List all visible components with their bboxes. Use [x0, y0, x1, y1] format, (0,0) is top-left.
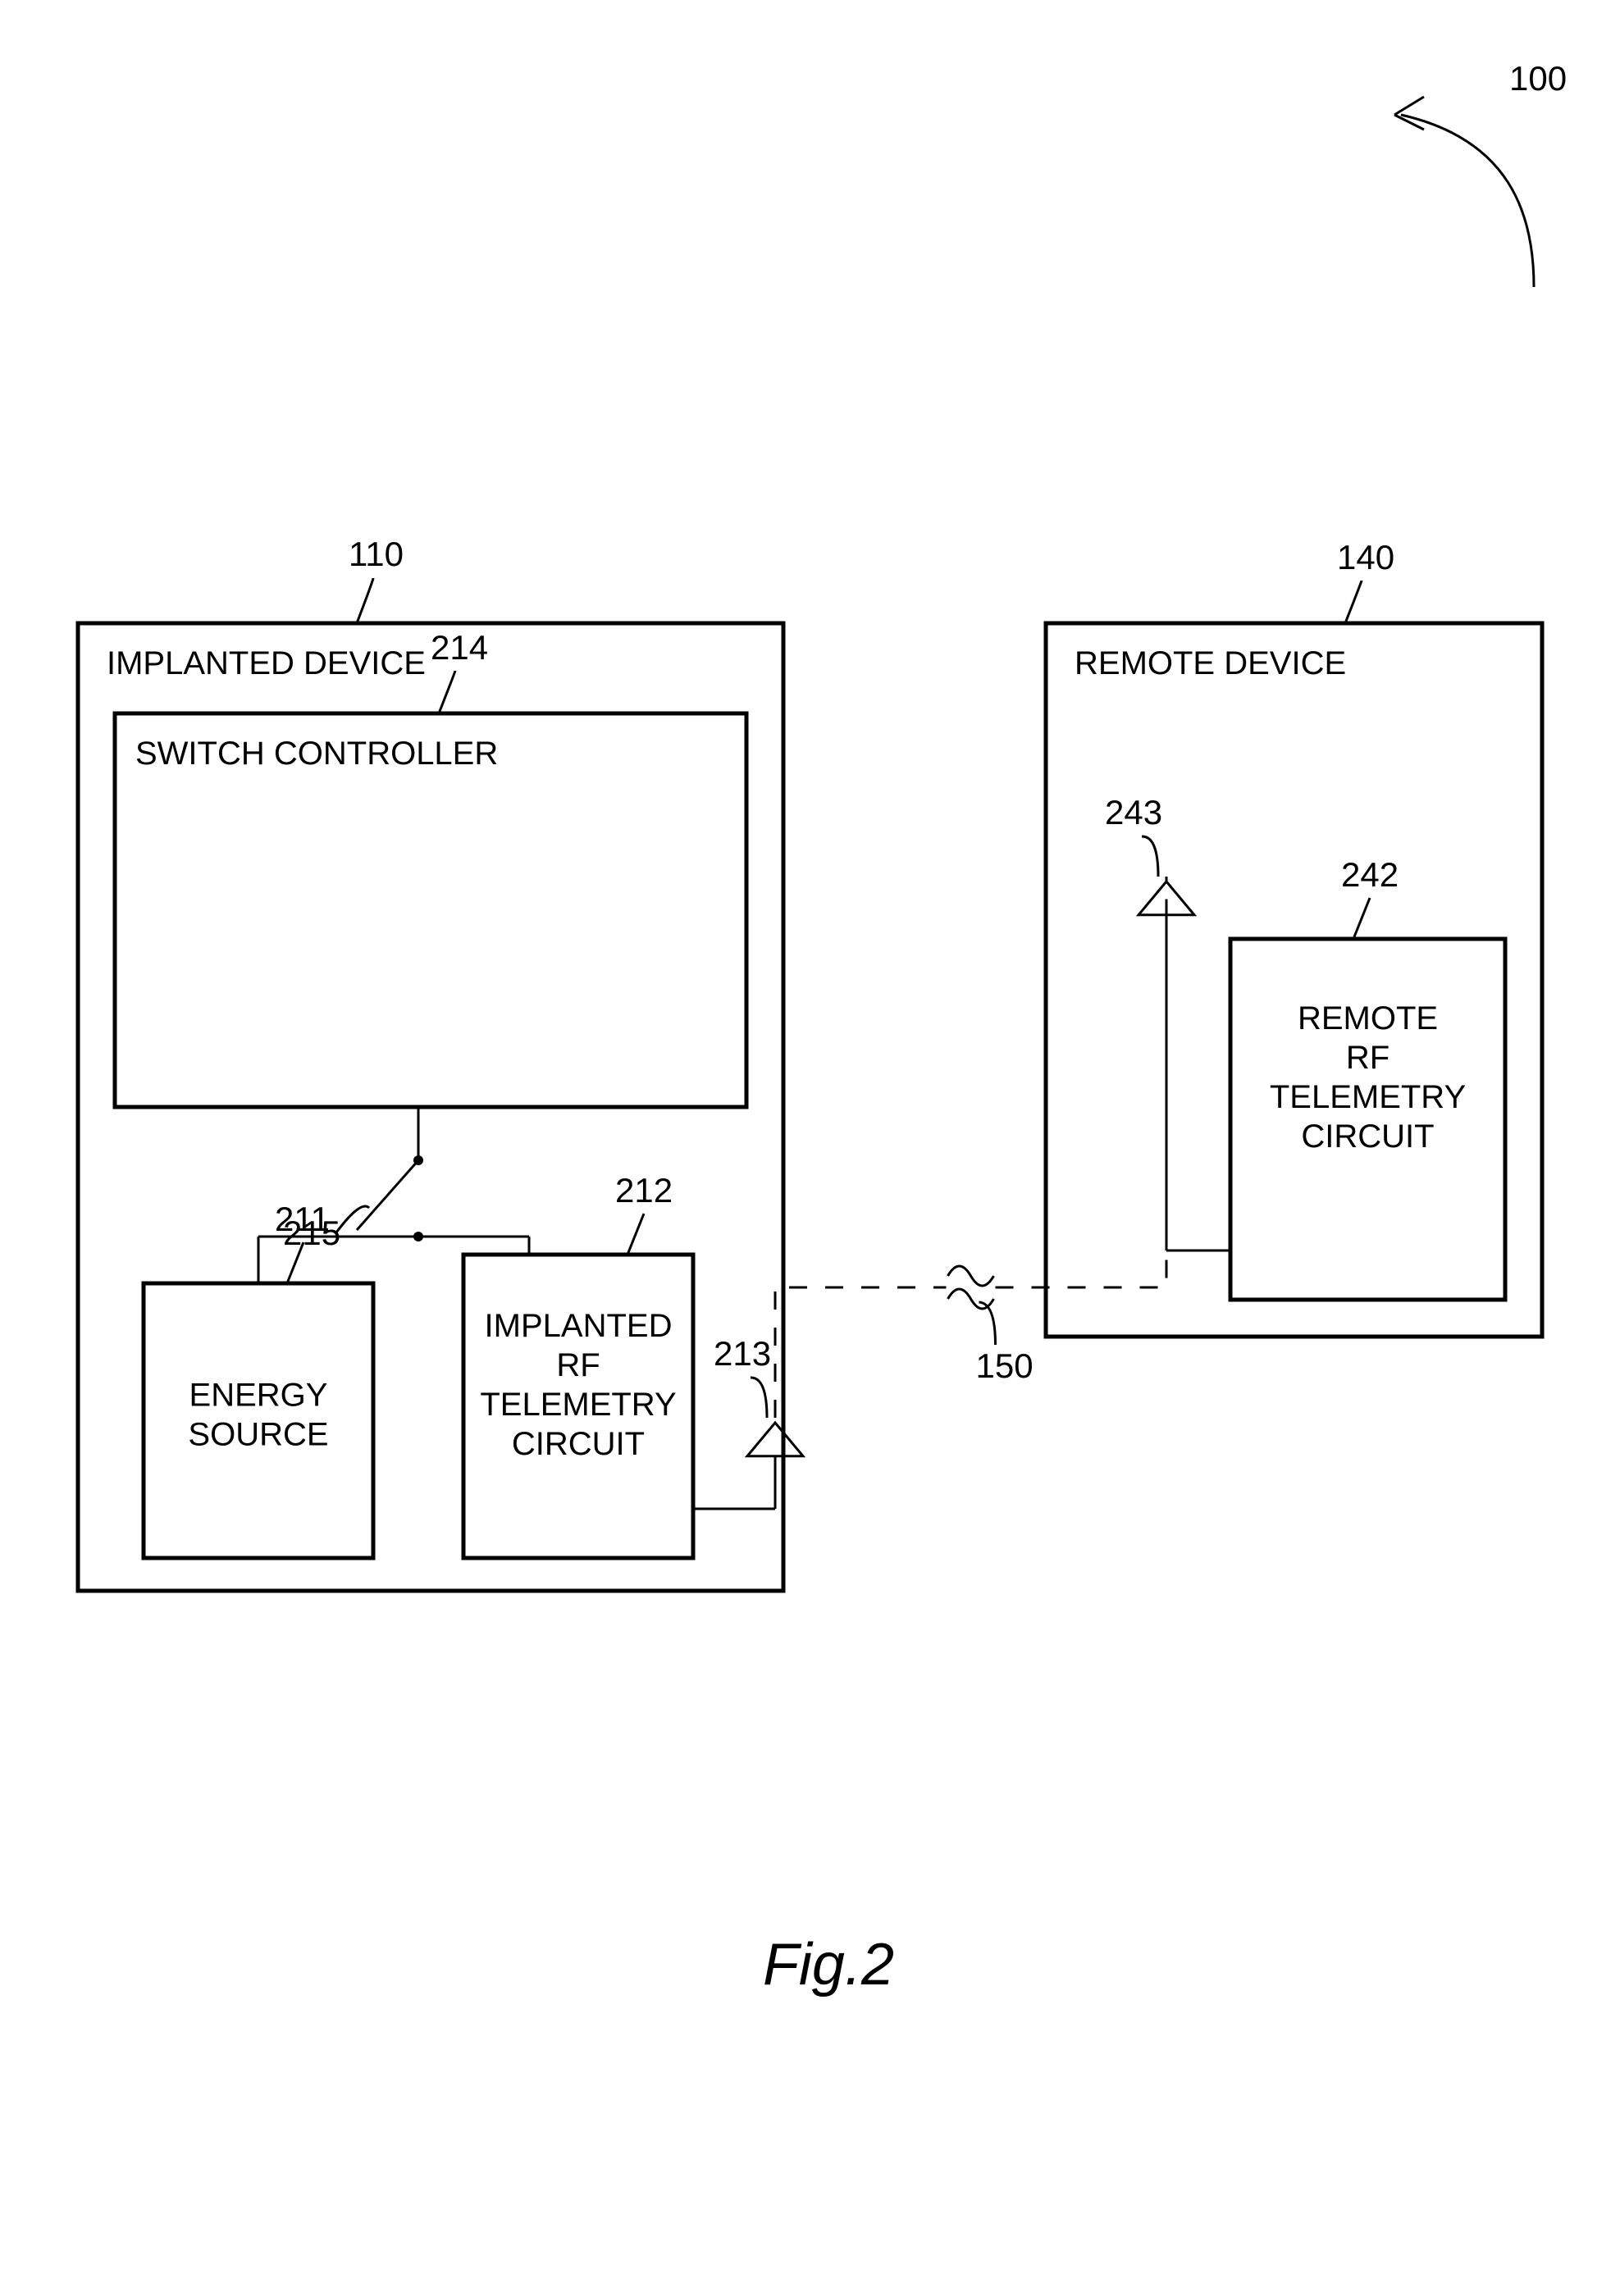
implanted-device-title: IMPLANTED DEVICE [107, 645, 426, 681]
switch-ctrl-ref-lead [439, 671, 455, 713]
link-ref: 150 [976, 1346, 1034, 1385]
remote-ref-lead [1345, 581, 1362, 623]
remote-rf-ref-lead [1353, 898, 1370, 939]
arrowhead-icon [1394, 97, 1424, 130]
implanted-rf-ref-lead [627, 1214, 644, 1255]
system-ref: 100 [1509, 59, 1567, 98]
implanted-rf-label: IMPLANTEDRFTELEMETRYCIRCUIT [480, 1308, 676, 1462]
telemetry-link-left [775, 1287, 947, 1418]
figure-caption: Fig.2 [763, 1932, 894, 1998]
switch-controller-box [115, 713, 746, 1107]
system-ref-lead [1401, 115, 1534, 287]
link-break-icon [948, 1266, 994, 1286]
switch-arm [357, 1160, 418, 1230]
remote-ant-ref-lead [1142, 836, 1158, 877]
energy-source-label: ENERGYSOURCE [188, 1378, 328, 1453]
implanted-antenna-ref: 213 [714, 1334, 771, 1373]
remote-antenna-ref: 243 [1105, 793, 1162, 831]
implanted-antenna-icon [747, 1423, 803, 1456]
switch-ref: 215 [283, 1214, 340, 1252]
switch-controller-label: SWITCH CONTROLLER [135, 736, 498, 772]
figure-stage: 100 IMPLANTED DEVICE 110 SWITCH CONTROLLER 2… [0, 0, 1620, 2296]
remote-rf-ref: 242 [1341, 855, 1399, 894]
implanted-ref: 110 [349, 535, 404, 573]
switch-controller-ref: 214 [431, 628, 488, 667]
remote-ref: 140 [1337, 538, 1394, 576]
remote-rf-label: REMOTERFTELEMETRYCIRCUIT [1270, 1000, 1466, 1155]
implanted-ref-lead [357, 578, 373, 623]
telemetry-link-right [996, 877, 1167, 1287]
remote-device-box [1046, 623, 1542, 1337]
implanted-rf-ref: 212 [615, 1171, 673, 1210]
remote-device-title: REMOTE DEVICE [1075, 645, 1346, 681]
switch-ref-lead [336, 1206, 369, 1232]
implanted-ant-ref-lead [751, 1378, 767, 1418]
